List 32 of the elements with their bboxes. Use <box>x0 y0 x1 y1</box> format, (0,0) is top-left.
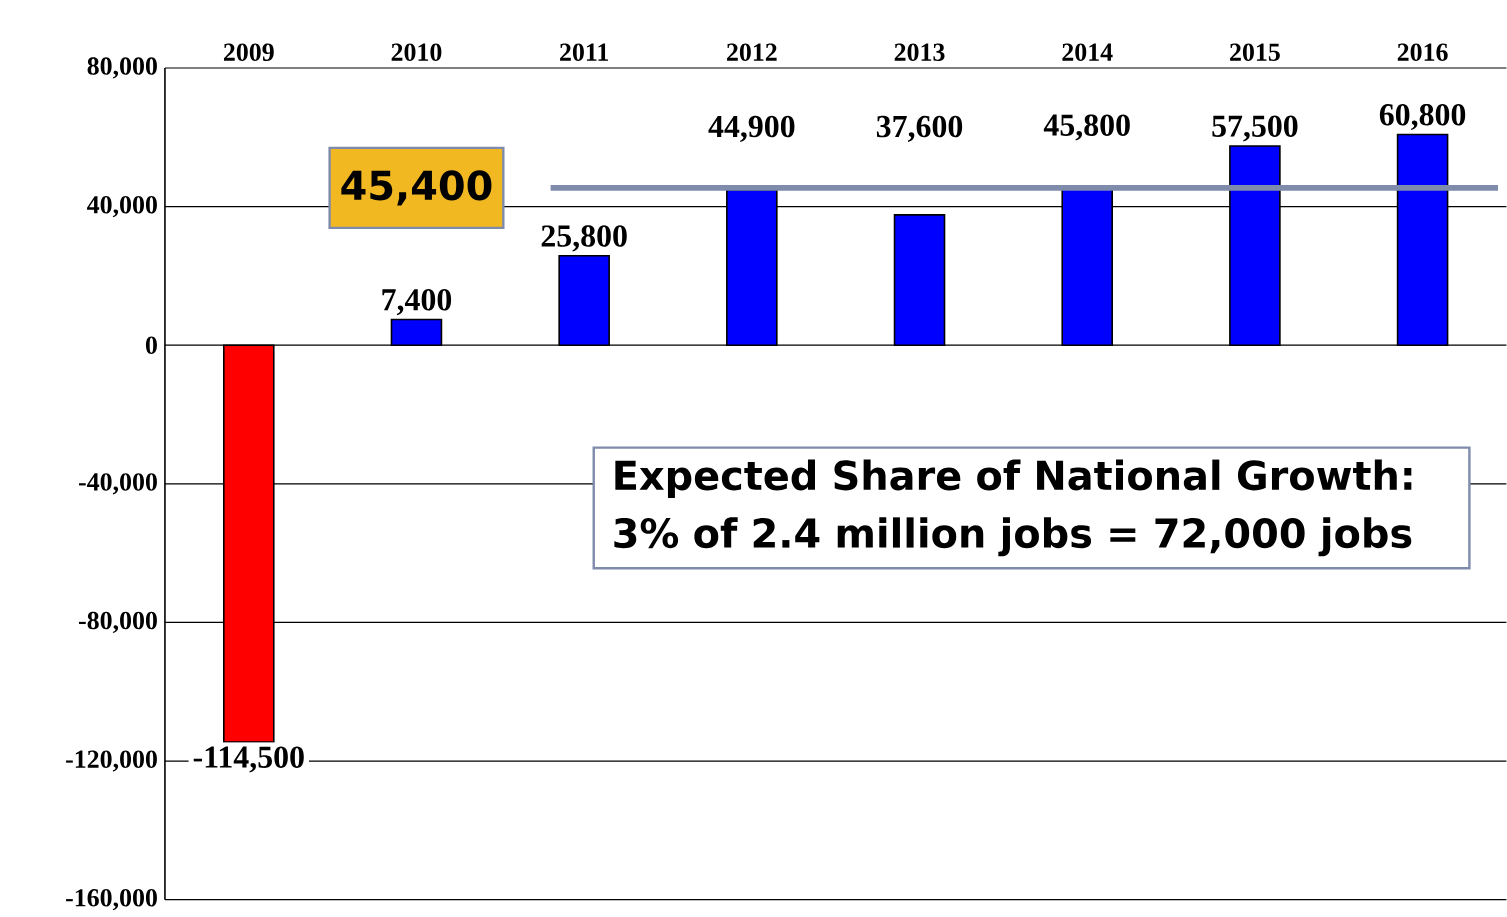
x-tick-label: 2010 <box>391 43 442 61</box>
y-tick-label: -80,000 <box>79 611 157 634</box>
y-tick-label: -40,000 <box>79 473 157 495</box>
x-tick-label: 2012 <box>727 43 777 61</box>
bar <box>726 188 778 347</box>
data-label: 60,800 <box>1379 104 1466 131</box>
y-tick-label: 0 <box>145 336 157 354</box>
data-label: 44,900 <box>708 115 795 142</box>
x-tick-label: 2011 <box>560 43 609 61</box>
y-tick-label: 40,000 <box>87 196 157 218</box>
data-label: 45,800 <box>1043 114 1130 141</box>
x-tick-label: 2009 <box>223 43 274 61</box>
data-label: 7,400 <box>382 289 452 316</box>
y-tick-label: -120,000 <box>66 750 157 772</box>
bar <box>1396 133 1449 347</box>
data-label: -114,500 <box>193 746 304 773</box>
data-label: 57,500 <box>1212 115 1298 142</box>
annotation: Expected Share of National Growth: <box>615 459 1412 499</box>
data-label: 37,600 <box>876 115 963 142</box>
bar <box>893 214 946 347</box>
y-tick-label: 80,000 <box>87 57 157 79</box>
bar <box>1229 145 1281 347</box>
x-tick-label: 2013 <box>894 43 945 61</box>
y-tick-label: -160,000 <box>66 889 157 911</box>
ref-line-label: 45,400 <box>341 170 492 206</box>
x-tick-label: 2016 <box>1397 43 1448 61</box>
annotation: 3% of 2.4 million jobs = 72,000 jobs <box>614 517 1412 557</box>
bar <box>390 318 443 347</box>
data-label: 25,800 <box>541 225 627 252</box>
bar <box>558 255 610 347</box>
x-tick-label: 2014 <box>1062 43 1113 61</box>
x-tick-label: 2015 <box>1230 43 1280 61</box>
